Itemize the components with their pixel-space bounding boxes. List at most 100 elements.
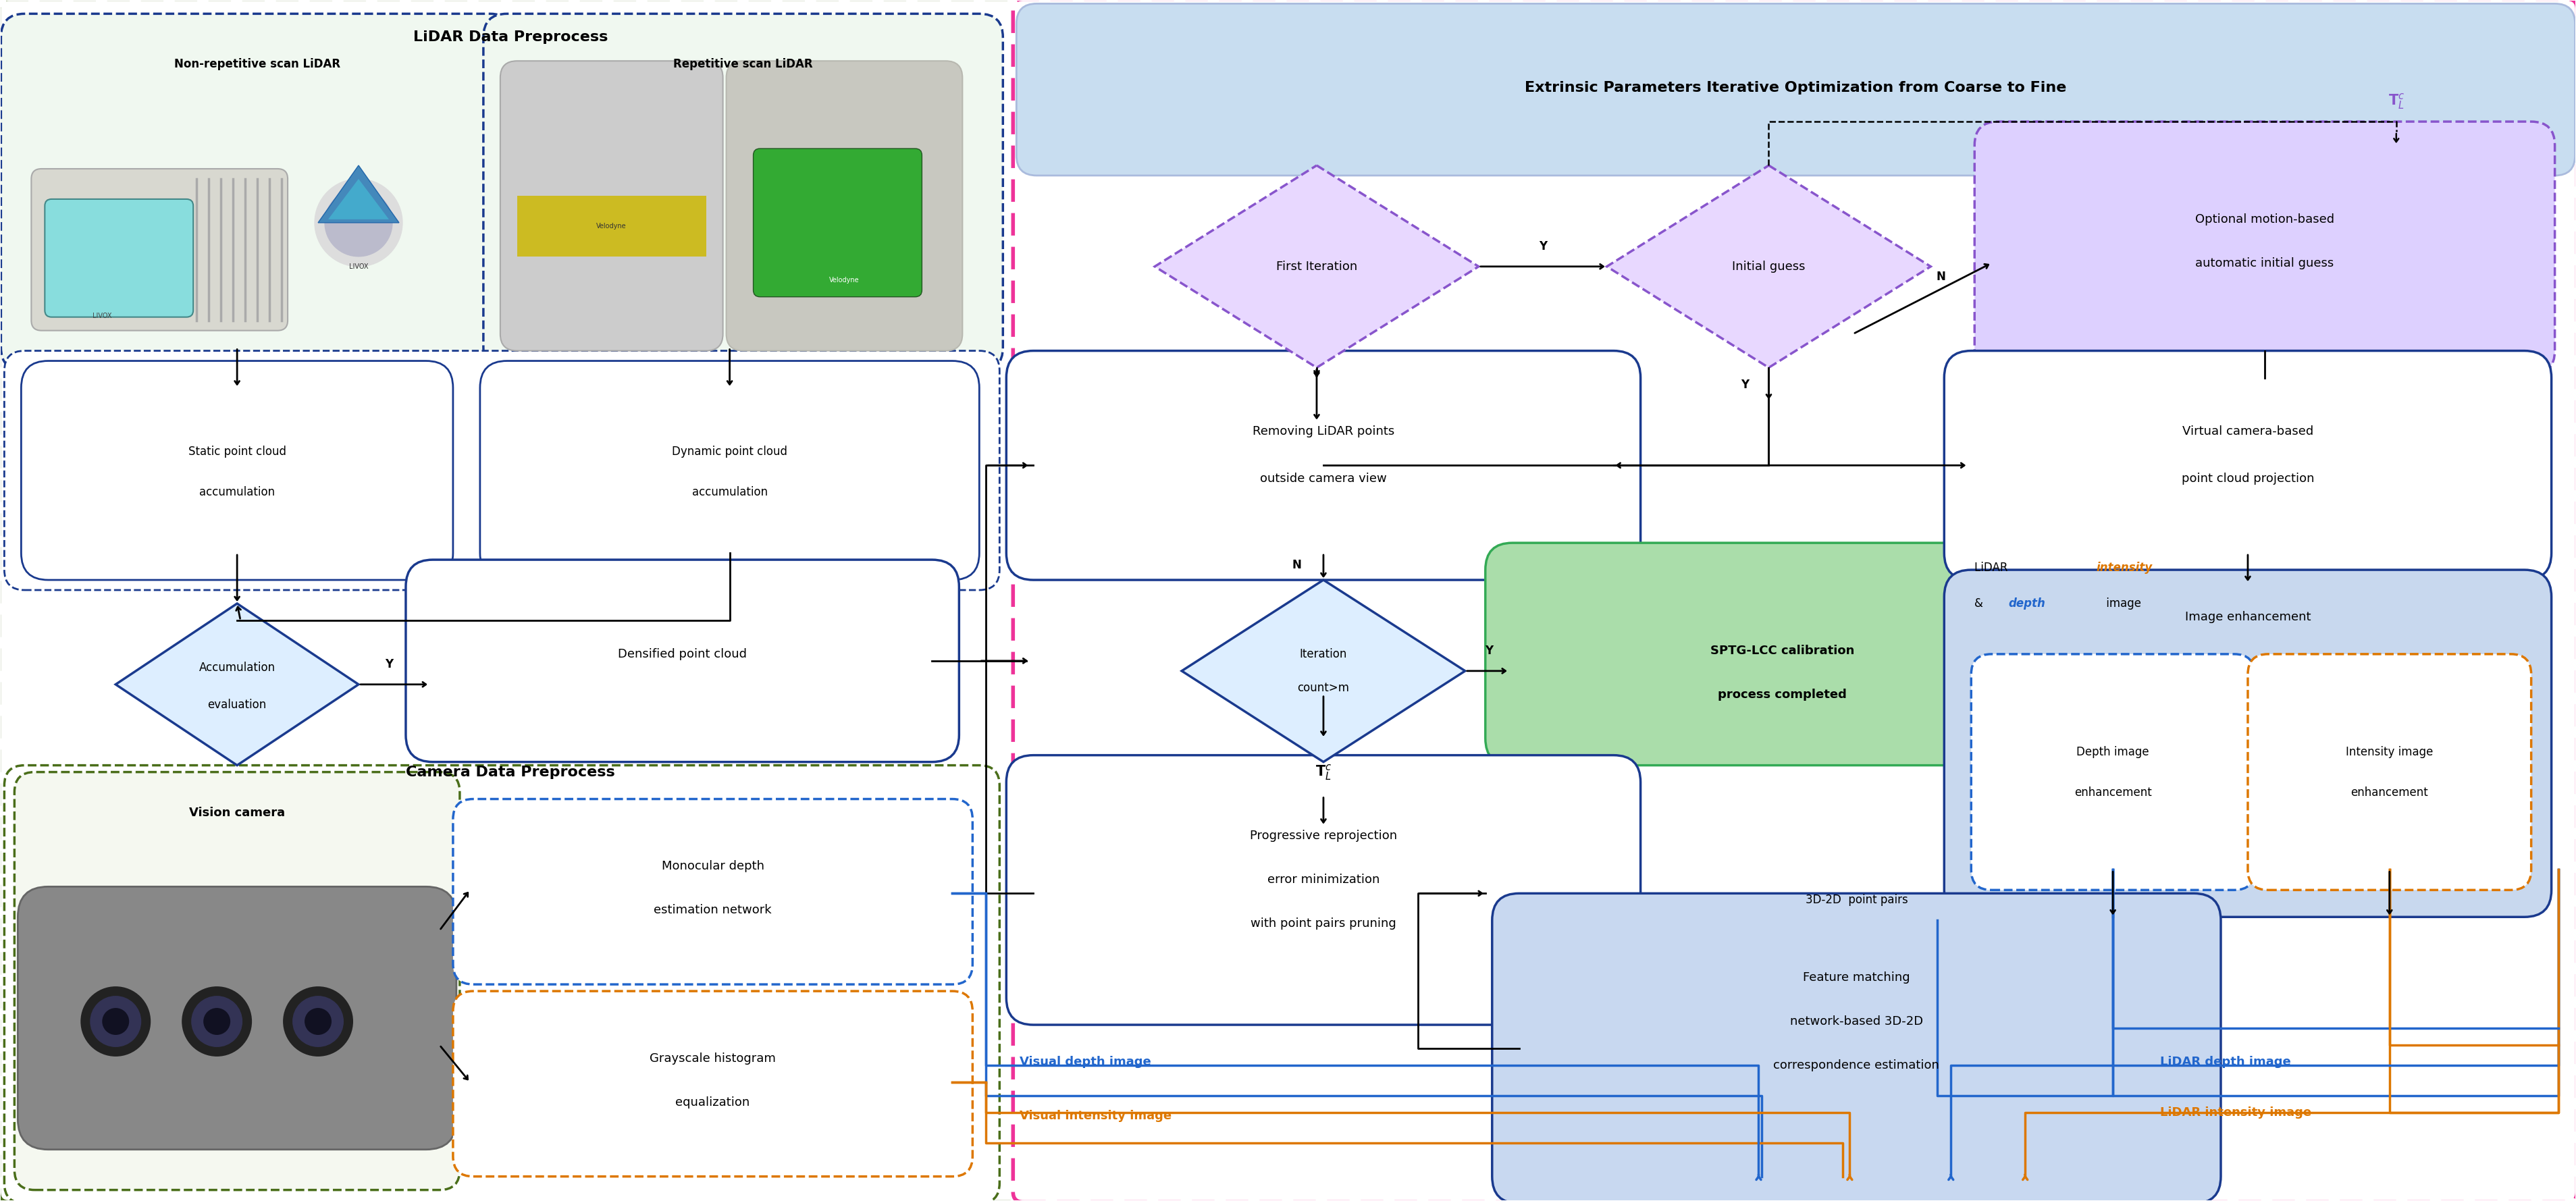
- FancyBboxPatch shape: [752, 149, 922, 297]
- Text: First Iteration: First Iteration: [1275, 261, 1358, 273]
- Text: point cloud projection: point cloud projection: [2182, 473, 2313, 485]
- FancyBboxPatch shape: [407, 560, 958, 761]
- Polygon shape: [1154, 166, 1479, 368]
- Text: Progressive reprojection: Progressive reprojection: [1249, 830, 1396, 842]
- Circle shape: [294, 996, 343, 1047]
- FancyBboxPatch shape: [31, 169, 289, 330]
- Text: Repetitive scan LiDAR: Repetitive scan LiDAR: [672, 58, 814, 71]
- Text: automatic initial guess: automatic initial guess: [2195, 257, 2334, 269]
- Text: Y: Y: [384, 658, 394, 670]
- Text: equalization: equalization: [675, 1097, 750, 1109]
- Text: SPTG-LCC calibration: SPTG-LCC calibration: [1710, 645, 1855, 657]
- Text: process completed: process completed: [1718, 688, 1847, 700]
- Text: Velodyne: Velodyne: [829, 276, 860, 283]
- FancyBboxPatch shape: [0, 13, 513, 371]
- Text: enhancement: enhancement: [2352, 787, 2429, 799]
- Text: Intensity image: Intensity image: [2347, 746, 2434, 758]
- Text: N: N: [1291, 558, 1301, 572]
- Circle shape: [80, 986, 152, 1057]
- Text: Vision camera: Vision camera: [188, 806, 286, 819]
- Circle shape: [314, 179, 402, 267]
- Text: depth: depth: [2009, 597, 2045, 610]
- Text: error minimization: error minimization: [1267, 874, 1381, 886]
- Text: Extrinsic Parameters Iterative Optimization from Coarse to Fine: Extrinsic Parameters Iterative Optimizat…: [1525, 82, 2066, 95]
- Circle shape: [103, 1008, 129, 1035]
- FancyBboxPatch shape: [15, 772, 459, 1190]
- Polygon shape: [317, 166, 399, 222]
- Text: Removing LiDAR points: Removing LiDAR points: [1252, 425, 1394, 437]
- Text: LiDAR depth image: LiDAR depth image: [2161, 1056, 2290, 1068]
- FancyBboxPatch shape: [2249, 655, 2532, 890]
- Text: Grayscale histogram: Grayscale histogram: [649, 1052, 775, 1064]
- Text: N: N: [1937, 270, 1945, 282]
- Polygon shape: [1182, 580, 1466, 761]
- Text: accumulation: accumulation: [693, 486, 768, 498]
- Text: $\mathbf{T}_L^c$: $\mathbf{T}_L^c$: [1316, 763, 1332, 782]
- Bar: [518, 196, 706, 256]
- Circle shape: [325, 189, 392, 256]
- FancyBboxPatch shape: [5, 765, 999, 1201]
- FancyBboxPatch shape: [18, 886, 456, 1149]
- Text: correspondence estimation: correspondence estimation: [1772, 1059, 1940, 1071]
- FancyBboxPatch shape: [1018, 4, 2576, 175]
- Text: Y: Y: [1484, 645, 1494, 657]
- Text: outside camera view: outside camera view: [1260, 473, 1386, 485]
- Text: Image enhancement: Image enhancement: [2184, 611, 2311, 623]
- Text: LIVOX: LIVOX: [93, 312, 111, 319]
- FancyBboxPatch shape: [484, 13, 1002, 371]
- FancyBboxPatch shape: [726, 61, 963, 351]
- Text: image: image: [2102, 597, 2141, 610]
- FancyBboxPatch shape: [21, 360, 453, 580]
- Text: Y: Y: [1538, 240, 1546, 252]
- FancyBboxPatch shape: [0, 0, 1025, 1201]
- Text: Static point cloud: Static point cloud: [188, 446, 286, 458]
- Text: Optional motion-based: Optional motion-based: [2195, 214, 2334, 226]
- Text: Feature matching: Feature matching: [1803, 972, 1909, 984]
- FancyBboxPatch shape: [453, 991, 974, 1177]
- FancyBboxPatch shape: [1007, 351, 1641, 580]
- FancyBboxPatch shape: [1486, 543, 2079, 765]
- FancyBboxPatch shape: [1007, 755, 1641, 1024]
- Text: Visual intensity image: Visual intensity image: [1020, 1110, 1172, 1122]
- Text: 3D-2D  point pairs: 3D-2D point pairs: [1806, 894, 1909, 907]
- Circle shape: [183, 986, 252, 1057]
- Text: Non-repetitive scan LiDAR: Non-repetitive scan LiDAR: [175, 58, 340, 71]
- Circle shape: [204, 1008, 229, 1035]
- Text: LiDAR: LiDAR: [1976, 562, 2012, 574]
- Text: LIVOX: LIVOX: [348, 263, 368, 270]
- FancyBboxPatch shape: [5, 351, 999, 590]
- FancyBboxPatch shape: [1976, 121, 2555, 375]
- FancyBboxPatch shape: [1945, 351, 2550, 580]
- Text: Visual depth image: Visual depth image: [1020, 1056, 1151, 1068]
- Circle shape: [90, 996, 142, 1047]
- Text: Initial guess: Initial guess: [1731, 261, 1806, 273]
- Text: count>m: count>m: [1298, 682, 1350, 694]
- Text: Dynamic point cloud: Dynamic point cloud: [672, 446, 788, 458]
- FancyBboxPatch shape: [479, 360, 979, 580]
- Text: &: &: [1976, 597, 1986, 610]
- Circle shape: [191, 996, 242, 1047]
- Text: Velodyne: Velodyne: [598, 222, 626, 229]
- Text: LiDAR intensity image: LiDAR intensity image: [2161, 1106, 2311, 1118]
- Polygon shape: [327, 179, 389, 220]
- Polygon shape: [116, 604, 358, 765]
- Text: network-based 3D-2D: network-based 3D-2D: [1790, 1015, 1924, 1028]
- Text: LiDAR Data Preprocess: LiDAR Data Preprocess: [412, 30, 608, 44]
- Circle shape: [283, 986, 353, 1057]
- Text: with point pairs pruning: with point pairs pruning: [1249, 918, 1396, 930]
- FancyBboxPatch shape: [1971, 655, 2254, 890]
- Text: Depth image: Depth image: [2076, 746, 2148, 758]
- Text: Iteration: Iteration: [1301, 649, 1347, 661]
- Text: Accumulation: Accumulation: [198, 662, 276, 674]
- Circle shape: [304, 1008, 332, 1035]
- Text: Virtual camera-based: Virtual camera-based: [2182, 425, 2313, 437]
- FancyBboxPatch shape: [44, 199, 193, 317]
- Text: $\mathbf{T}_L^c$: $\mathbf{T}_L^c$: [2388, 92, 2403, 110]
- Text: enhancement: enhancement: [2074, 787, 2151, 799]
- Polygon shape: [1607, 166, 1929, 368]
- Text: evaluation: evaluation: [209, 699, 265, 711]
- Text: intensity: intensity: [2097, 562, 2151, 574]
- Text: Monocular depth: Monocular depth: [662, 860, 765, 872]
- Text: Camera Data Preprocess: Camera Data Preprocess: [407, 765, 616, 778]
- FancyBboxPatch shape: [1492, 894, 2221, 1201]
